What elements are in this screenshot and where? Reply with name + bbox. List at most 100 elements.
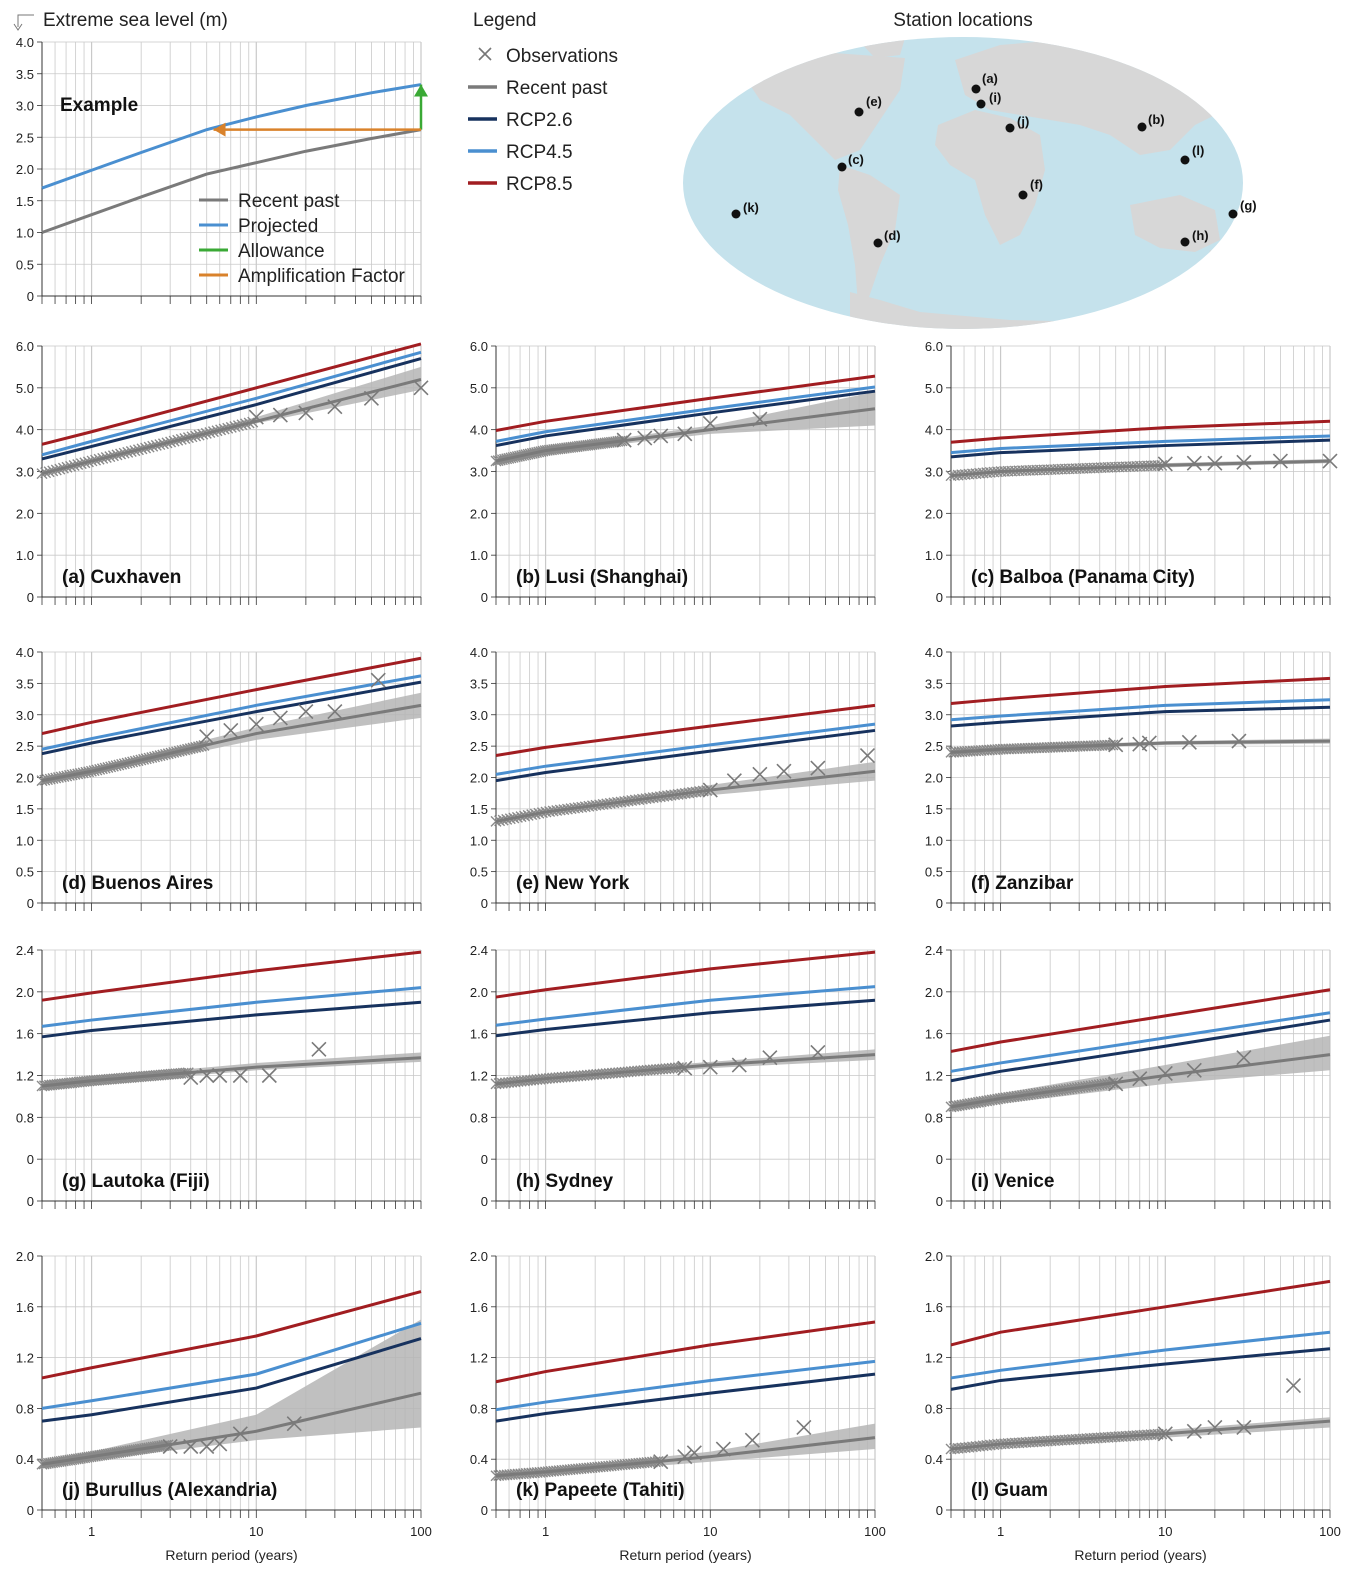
station-label: (k)	[743, 200, 759, 215]
station-marker	[1180, 237, 1190, 247]
panel-title: (f) Zanzibar	[971, 873, 1074, 894]
y-tick-label: 4.0	[925, 423, 943, 438]
landmass	[740, 52, 905, 160]
y-label-arrow	[13, 23, 23, 31]
observation-mark	[199, 729, 215, 745]
x-tick-label: 1	[88, 1524, 95, 1539]
observation-mark	[212, 1067, 228, 1084]
y-tick-label: 5.0	[925, 381, 943, 396]
panel-e: 0 0.5 1.0 1.5 2.0 2.5 3.0 3.5 4.0 (e) New York	[470, 645, 876, 911]
observations	[1157, 453, 1338, 472]
series-recent-past	[41, 378, 422, 476]
observation-mark	[1141, 735, 1157, 751]
y-tick-label: 4.0	[16, 35, 34, 50]
grid	[946, 1255, 1331, 1518]
series-recent-past	[950, 1053, 1331, 1109]
observation-mark	[248, 409, 264, 425]
y-label-bracket	[17, 14, 34, 27]
y-tick-label: 1.6	[16, 1300, 34, 1315]
y-tick-label: 1.5	[925, 802, 943, 817]
legend-label: Observations	[506, 46, 618, 67]
y-tick-label: 3.5	[925, 676, 943, 691]
series-recent-past	[41, 1391, 422, 1466]
grid	[491, 1255, 876, 1518]
y-tick-label: 3.0	[470, 708, 488, 723]
observation-mark	[752, 411, 768, 427]
y-tick-label: 0	[936, 896, 943, 911]
observation-mark	[1181, 734, 1197, 750]
series-rcp8-5	[495, 703, 876, 758]
series-rcp4-5	[41, 1321, 422, 1410]
y-tick-label: 2.0	[16, 771, 34, 786]
y-tick-label: 2.0	[470, 985, 488, 1000]
series-projected	[41, 83, 422, 190]
observations	[199, 672, 386, 745]
y-tick-label: 6.0	[16, 339, 34, 354]
y-tick-label: 3.5	[16, 676, 34, 691]
series-rcp2-6	[495, 728, 876, 783]
series-rcp8-5	[41, 656, 422, 736]
station-label: (e)	[866, 94, 882, 109]
y-tick-label: 4.0	[470, 423, 488, 438]
observation-mark	[370, 672, 386, 688]
station-label: (b)	[1148, 112, 1165, 127]
observation-mark	[232, 1426, 248, 1442]
series-rcp2-6	[495, 1372, 876, 1423]
observation-mark	[653, 1454, 669, 1470]
observation-mark	[810, 760, 826, 776]
y-tick-label: 0.8	[16, 1110, 34, 1125]
y-tick-label: 1.2	[925, 1351, 943, 1366]
observation-mark	[212, 1436, 228, 1452]
y-tick-label: 3.5	[470, 676, 488, 691]
observation-mark	[859, 747, 876, 764]
panel-c: 0 1.0 2.0 3.0 4.0 5.0 6.0 (c) Balboa (Panama Ci…	[925, 339, 1338, 605]
x-tick-label: 100	[864, 1524, 886, 1539]
x-tick-label: 1	[542, 1524, 549, 1539]
series-rcp2-6	[950, 1018, 1331, 1083]
series-rcp2-6	[950, 1347, 1331, 1391]
station-marker	[1018, 190, 1028, 200]
y-tick-label: 4.0	[925, 645, 943, 660]
x-tick-label: 10	[703, 1524, 717, 1539]
example-title: Example	[60, 95, 138, 116]
station-label: (h)	[1192, 228, 1209, 243]
series-rcp4-5	[41, 986, 422, 1028]
station-label: (l)	[1192, 143, 1204, 158]
series-recent-past	[495, 1053, 876, 1086]
y-tick-label: 0.4	[925, 1452, 943, 1467]
y-tick-label: 3.0	[16, 465, 34, 480]
series-recent-past	[41, 703, 422, 783]
observation-mark	[1108, 737, 1124, 753]
station-label: (g)	[1240, 198, 1257, 213]
panel-d: 0 0.5 1.0 1.5 2.0 2.5 3.0 3.5 4.0 (d) Buenos Aire…	[16, 645, 422, 911]
observations	[1108, 733, 1247, 753]
y-tick-label: 0	[481, 1194, 488, 1209]
station-label: (j)	[1017, 114, 1029, 129]
y-tick-label: 1.2	[925, 1069, 943, 1084]
y-tick-label: 0	[27, 289, 34, 304]
y-tick-label: 4.0	[16, 423, 34, 438]
y-tick-label: 0	[481, 590, 488, 605]
y-tick-label: 0	[936, 590, 943, 605]
series-rcp8-5	[41, 342, 422, 446]
y-tick-label: 1.6	[470, 1027, 488, 1042]
y-tick-label: 2.0	[925, 985, 943, 1000]
y-tick-label: 2.0	[470, 771, 488, 786]
legend-label: RCP8.5	[506, 174, 573, 195]
y-tick-label: 3.0	[16, 708, 34, 723]
series-rcp8-5	[41, 950, 422, 1002]
observation-mark	[1108, 1076, 1124, 1092]
y-tick-label: 2.5	[925, 739, 943, 754]
y-tick-label: 0.8	[925, 1401, 943, 1416]
y-tick-label: 4.0	[16, 645, 34, 660]
y-tick-label: 2.0	[925, 506, 943, 521]
y-tick-label: 0	[27, 590, 34, 605]
y-tick-label: 6.0	[925, 339, 943, 354]
observation-mark	[1207, 1419, 1223, 1436]
y-tick-label: 0	[481, 896, 488, 911]
y-tick-label: 0.8	[16, 1401, 34, 1416]
y-tick-label: 1.0	[16, 833, 34, 848]
y-tick-label: 1.0	[925, 548, 943, 563]
series-rcp4-5	[950, 1011, 1331, 1073]
y-tick-label: 0	[27, 1503, 34, 1518]
